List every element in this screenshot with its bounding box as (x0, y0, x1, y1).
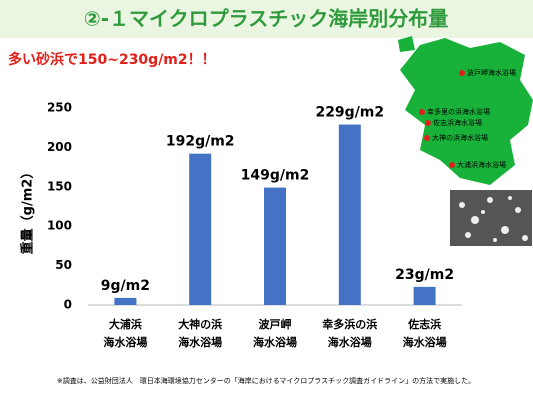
footnote: ※調査は、公益財団法人 環日本海環境協力センターの「海岸におけるマイクロプラスチ… (57, 376, 475, 385)
x-tick-label: 佐志浜海水浴場 (403, 317, 447, 349)
bar (413, 286, 436, 305)
map-label: 大浦浜海水浴場 (457, 160, 506, 169)
value-label: 192g/m2 (166, 134, 235, 150)
map-dot (419, 109, 425, 115)
x-tick-label-line: 海水浴場 (328, 335, 372, 349)
bar (189, 153, 212, 305)
y-tick-label: 50 (55, 258, 72, 272)
y-axis-label: 重量（g/m2） (20, 166, 36, 255)
bar (114, 297, 137, 305)
x-tick-label-line: 海水浴場 (403, 335, 447, 349)
x-tick-label: 波戸岬海水浴場 (253, 317, 297, 349)
x-tick-label-line: 波戸岬 (259, 317, 292, 331)
map-island (398, 36, 533, 185)
map-dot (425, 120, 431, 126)
x-tick-label-line: 大浦浜 (109, 317, 142, 331)
x-tick-label: 大浦浜海水浴場 (103, 317, 147, 349)
y-tick-label: 200 (47, 140, 72, 154)
map-dot (424, 135, 430, 141)
title-band (0, 0, 533, 38)
value-label: 229g/m2 (315, 105, 384, 121)
subtitle: 多い砂浜で150~230g/m2！！ (8, 51, 216, 68)
value-label: 9g/m2 (101, 278, 150, 294)
map-dot (459, 70, 465, 76)
map-label: 幸多里の浜海水浴場 (427, 107, 490, 116)
y-tick-label: 100 (47, 219, 72, 233)
x-tick-label-line: 海水浴場 (178, 335, 222, 349)
y-tick-label: 0 (64, 298, 72, 312)
x-tick-label-line: 大神の浜 (178, 317, 222, 331)
x-tick-label: 幸多浜の浜海水浴場 (322, 317, 377, 349)
y-tick-label: 250 (47, 101, 72, 115)
map-label: 波戸岬海水浴場 (467, 68, 516, 77)
map-dot (449, 162, 455, 168)
x-tick-label-line: 海水浴場 (253, 335, 297, 349)
x-tick-label-line: 幸多浜の浜 (322, 317, 377, 331)
x-tick-label-line: 佐志浜 (407, 317, 441, 331)
map-label: 佐志浜海水浴場 (433, 118, 482, 127)
bar (338, 124, 361, 305)
value-label: 23g/m2 (395, 267, 454, 283)
x-tick-label: 大神の浜海水浴場 (178, 317, 222, 349)
y-tick-label: 150 (47, 179, 72, 193)
slide-title: ②-１マイクロプラスチック海岸別分布量 (84, 7, 448, 31)
value-label: 149g/m2 (241, 168, 310, 184)
x-tick-label-line: 海水浴場 (103, 335, 147, 349)
map-label: 大神の浜海水浴場 (432, 133, 488, 142)
bar (264, 187, 286, 305)
photo-particles (459, 196, 528, 242)
